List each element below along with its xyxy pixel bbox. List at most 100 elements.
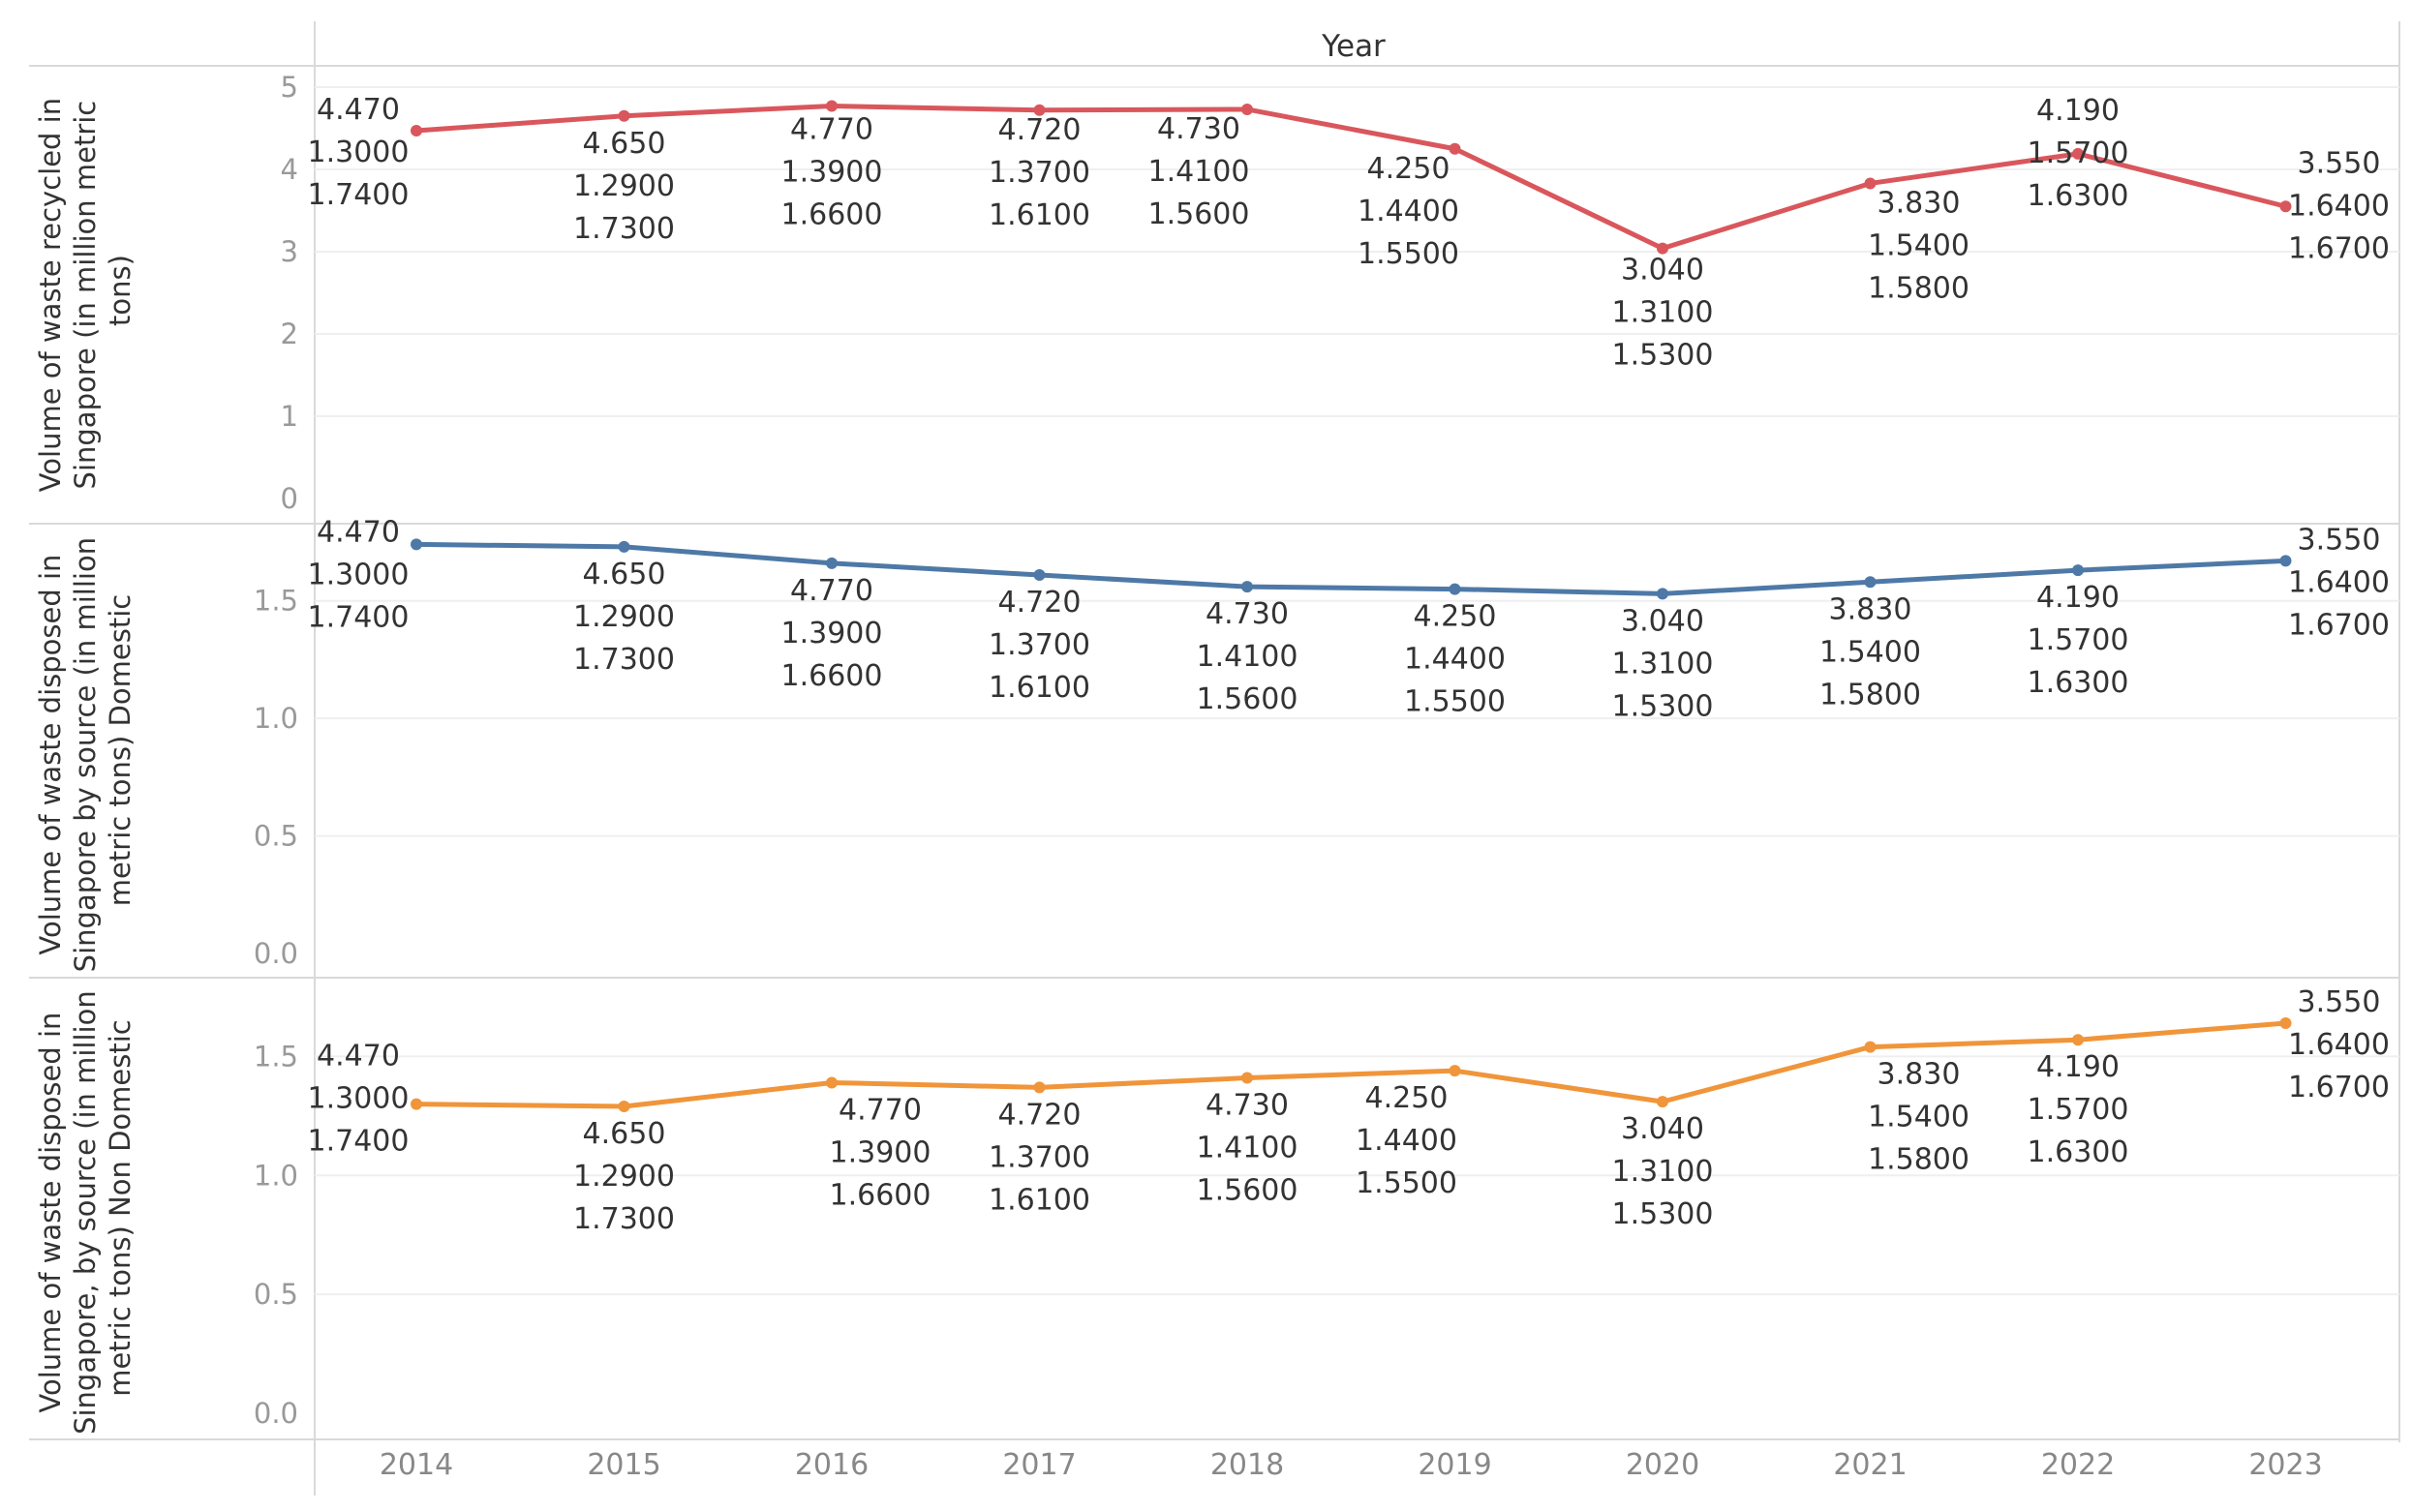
data-label-domestic-2023-2: 1.6400 xyxy=(2288,565,2390,599)
data-label-recycled-2016-1: 4.770 xyxy=(790,113,873,147)
data-label-recycled-2021-2: 1.5400 xyxy=(1868,228,1969,262)
data-label-domestic-2016-1: 4.770 xyxy=(790,574,873,608)
y-tick-recycled-5: 5 xyxy=(281,71,298,104)
data-label-recycled-2018-1: 4.730 xyxy=(1157,112,1240,146)
data-label-domestic-2022-1: 4.190 xyxy=(2036,581,2120,615)
gridlines-non-domestic xyxy=(315,1055,2399,1296)
data-label-domestic-2019-2: 1.4400 xyxy=(1404,643,1506,677)
data-label-domestic-2018-3: 1.5600 xyxy=(1197,682,1298,716)
data-label-recycled-2018-3: 1.5600 xyxy=(1148,197,1250,231)
point-non-domestic-2016 xyxy=(826,1076,838,1089)
data-label-recycled-2022-3: 1.6300 xyxy=(2028,179,2129,213)
y-tick-non-domestic-3: 1.5 xyxy=(254,1040,298,1073)
data-label-non-domestic-2020-3: 1.5300 xyxy=(1612,1197,1714,1231)
series-line-non-domestic xyxy=(415,1020,2286,1109)
data-label-recycled-2020-3: 1.5300 xyxy=(1612,339,1714,373)
data-label-non-domestic-2014-1: 4.470 xyxy=(317,1040,400,1074)
point-domestic-2020 xyxy=(1657,588,1668,600)
point-non-domestic-2017 xyxy=(1033,1081,1046,1094)
point-recycled-2019 xyxy=(1449,142,1461,155)
data-label-recycled-2017-3: 1.6100 xyxy=(989,198,1090,232)
panel-non-domestic: 0.0 0.5 1.0 1.5 Volume of waste disposed in… xyxy=(34,985,2399,1435)
data-label-domestic-2014-2: 1.3000 xyxy=(308,558,410,591)
data-label-non-domestic-2021-3: 1.5800 xyxy=(1868,1143,1969,1177)
data-label-domestic-2014-3: 1.7400 xyxy=(308,600,410,634)
point-recycled-2023 xyxy=(2279,200,2292,213)
data-label-domestic-2017-2: 1.3700 xyxy=(989,628,1090,662)
data-label-non-domestic-2016-3: 1.6600 xyxy=(830,1178,931,1212)
point-non-domestic-2015 xyxy=(618,1101,630,1113)
x-tick-2016: 2016 xyxy=(795,1448,869,1482)
point-domestic-2019 xyxy=(1449,583,1461,595)
x-axis-ticks: 2014 2015 2016 2017 2018 2019 2020 2021 2022 2023 xyxy=(380,1448,2323,1482)
data-label-domestic-2015-2: 1.2900 xyxy=(573,600,675,634)
data-label-recycled-2023-1: 3.550 xyxy=(2298,146,2381,180)
data-label-domestic-2022-2: 1.5700 xyxy=(2028,623,2129,657)
point-domestic-2022 xyxy=(2072,564,2084,577)
data-label-non-domestic-2015-2: 1.2900 xyxy=(573,1160,675,1194)
data-label-domestic-2023-3: 1.6700 xyxy=(2288,608,2390,642)
data-label-recycled-2016-2: 1.3900 xyxy=(781,156,883,190)
data-label-non-domestic-2020-2: 1.3100 xyxy=(1612,1155,1714,1189)
data-label-recycled-2022-2: 1.5700 xyxy=(2028,136,2129,170)
y-tick-recycled-3: 3 xyxy=(281,235,298,268)
point-non-domestic-2018 xyxy=(1241,1072,1253,1084)
panel-domestic: 0.0 0.5 1.0 1.5 Volume of waste disposed in… xyxy=(34,515,2399,972)
y-axis-label-recycled-line-2: Singapore (in million metric xyxy=(69,101,102,490)
y-tick-domestic-1: 0.5 xyxy=(254,820,298,853)
point-non-domestic-2022 xyxy=(2072,1034,2084,1046)
data-label-domestic-2018-2: 1.4100 xyxy=(1197,640,1298,674)
data-label-recycled-2018-2: 1.4100 xyxy=(1148,155,1250,189)
y-tick-domestic-0: 0.0 xyxy=(254,937,298,970)
data-label-non-domestic-2018-3: 1.5600 xyxy=(1197,1174,1298,1208)
data-label-domestic-2015-1: 4.650 xyxy=(583,558,666,591)
data-label-domestic-2015-3: 1.7300 xyxy=(573,643,675,677)
x-tick-2018: 2018 xyxy=(1210,1448,1284,1482)
point-non-domestic-2021 xyxy=(1864,1041,1877,1053)
data-label-recycled-2019-2: 1.4400 xyxy=(1358,195,1459,228)
data-label-domestic-2021-3: 1.5800 xyxy=(1819,678,1921,711)
data-label-domestic-2021-2: 1.5400 xyxy=(1819,635,1921,669)
point-recycled-2014 xyxy=(411,125,422,137)
data-label-non-domestic-2019-2: 1.4400 xyxy=(1356,1124,1457,1158)
point-recycled-2021 xyxy=(1864,177,1877,190)
data-label-domestic-2017-3: 1.6100 xyxy=(989,671,1090,705)
data-label-domestic-2016-2: 1.3900 xyxy=(781,617,883,650)
x-axis-title: Year xyxy=(1321,29,1386,64)
data-label-non-domestic-2019-3: 1.5500 xyxy=(1356,1166,1457,1200)
y-axis-label-domestic-line-1: Volume of waste disposed in xyxy=(34,555,67,955)
series-line-recycled xyxy=(415,104,2287,252)
data-label-non-domestic-2023-3: 1.6700 xyxy=(2288,1071,2390,1104)
data-label-non-domestic-2016-2: 1.3900 xyxy=(830,1135,931,1169)
series-line-domestic xyxy=(415,541,2286,596)
point-domestic-2014 xyxy=(411,538,422,551)
gridlines-domestic xyxy=(315,599,2399,837)
point-recycled-2015 xyxy=(618,109,630,122)
data-label-recycled-2020-1: 3.040 xyxy=(1621,254,1704,287)
point-recycled-2018 xyxy=(1241,103,1253,115)
data-label-recycled-2022-1: 4.190 xyxy=(2036,94,2120,128)
data-label-domestic-2017-1: 4.720 xyxy=(998,586,1082,620)
x-tick-2021: 2021 xyxy=(1833,1448,1907,1482)
data-label-domestic-2022-3: 1.6300 xyxy=(2028,666,2129,700)
data-label-non-domestic-2023-1: 3.550 xyxy=(2298,985,2381,1019)
y-axis-recycled: 0 1 2 3 4 5 xyxy=(281,71,298,515)
y-tick-recycled-0: 0 xyxy=(281,482,298,515)
data-label-recycled-2021-1: 3.830 xyxy=(1878,186,1961,220)
y-axis-label-recycled-line-3: tons) xyxy=(104,255,137,326)
data-label-recycled-2019-3: 1.5500 xyxy=(1358,237,1459,271)
data-label-domestic-2019-1: 4.250 xyxy=(1414,600,1497,634)
data-label-recycled-2023-2: 1.6400 xyxy=(2288,189,2390,223)
data-label-non-domestic-2016-1: 4.770 xyxy=(839,1093,922,1127)
x-tick-2023: 2023 xyxy=(2248,1448,2322,1482)
y-tick-recycled-1: 1 xyxy=(281,400,298,433)
point-non-domestic-2019 xyxy=(1449,1065,1461,1077)
data-label-recycled-2015-1: 4.650 xyxy=(583,127,666,161)
data-label-non-domestic-2017-2: 1.3700 xyxy=(989,1140,1090,1174)
data-label-domestic-2020-2: 1.3100 xyxy=(1612,647,1714,680)
y-axis-non-domestic: 0.0 0.5 1.0 1.5 xyxy=(254,1040,298,1430)
data-label-recycled-2021-3: 1.5800 xyxy=(1868,271,1969,305)
data-labels-domestic: 4.470 1.3000 1.7400 4.650 1.2900 1.7300 4.770 1… xyxy=(308,515,2390,723)
y-axis-label-domestic: Volume of waste disposed in Singapore by… xyxy=(34,529,137,973)
series-domestic xyxy=(411,538,2292,600)
